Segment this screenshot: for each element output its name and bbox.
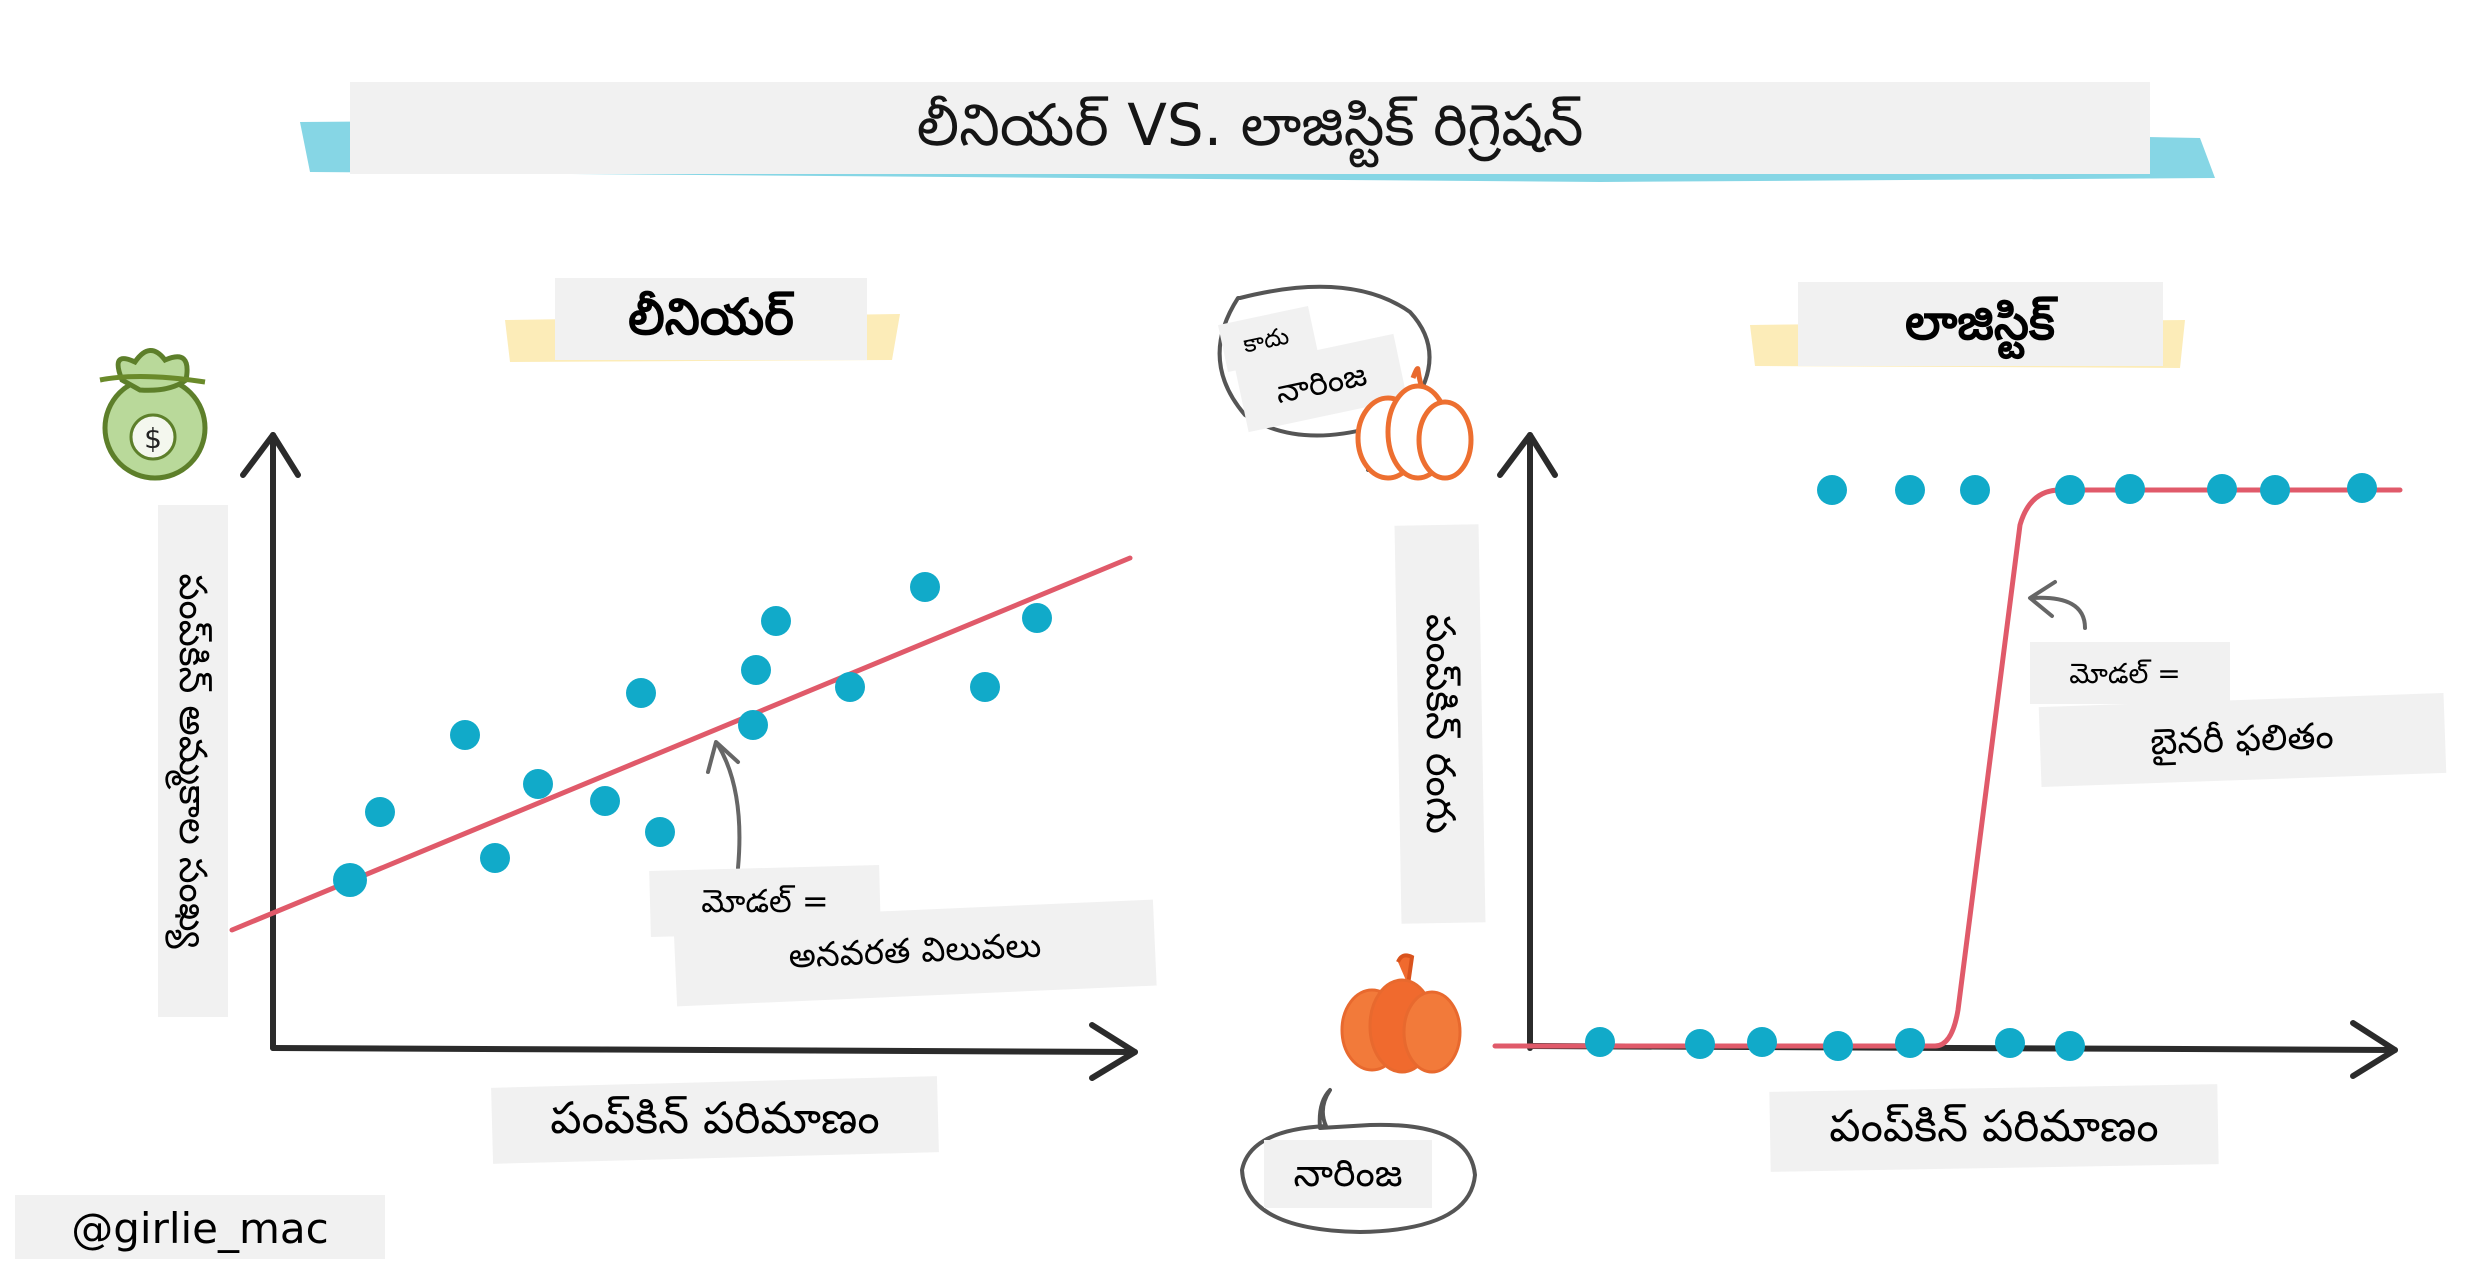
- logistic-data-point: [2115, 474, 2145, 504]
- logistic-data-point: [1895, 475, 1925, 505]
- linear-regression-line: [229, 555, 1133, 933]
- logistic-data-point: [1823, 1031, 1853, 1061]
- money-bag-icon: $: [99, 348, 208, 481]
- logistic-data-points: [1585, 473, 2377, 1061]
- credit-box: [15, 1195, 385, 1259]
- logistic-data-point: [1747, 1027, 1777, 1057]
- logistic-y-arrowhead: [1497, 432, 1558, 478]
- logistic-model-label: మోడల్ =: [2069, 657, 2181, 690]
- logistic-data-point: [1817, 475, 1847, 505]
- linear-heading-box: [555, 278, 867, 360]
- linear-data-point: [1022, 603, 1052, 633]
- logistic-x-arrowhead: [2350, 1020, 2398, 1079]
- linear-x-axis-label: పంప్‌కిన్ పరిమాణం: [550, 1093, 879, 1144]
- linear-data-point: [333, 863, 367, 897]
- logistic-model-value-box: [2038, 692, 2447, 788]
- white-pumpkin-icon: [1355, 366, 1474, 481]
- linear-data-point: [738, 710, 768, 740]
- linear-y-axis-label: పంప్‌కిన్ అమ్మకాల సంఖ్య: [165, 573, 215, 949]
- logistic-data-point: [2055, 475, 2085, 505]
- linear-data-point: [626, 678, 656, 708]
- linear-data-point: [741, 655, 771, 685]
- linear-data-points: [333, 572, 1052, 897]
- linear-pointer-arrowhead: [706, 740, 740, 774]
- logistic-pointer-arrowhead: [2028, 580, 2057, 618]
- linear-data-point: [835, 672, 865, 702]
- linear-data-point: [590, 786, 620, 816]
- linear-panel: లీనియర్ $ మోడల్ = అనవరత విలువలు: [99, 278, 1157, 1164]
- speech-bubble-orange: నారింజ: [1240, 1088, 1477, 1234]
- logistic-y-axis-label: పంప్‌కిన్ రంగు: [1417, 614, 1463, 834]
- linear-model-value-box: [673, 899, 1157, 1007]
- logistic-heading: లాజిస్టిక్: [1905, 293, 2059, 360]
- money-bag-symbol: $: [144, 422, 162, 455]
- linear-data-point: [523, 769, 553, 799]
- logistic-heading-box: [1798, 282, 2163, 366]
- logistic-x-axis-label: పంప్‌కిన్ పరిమాణం: [1829, 1101, 2158, 1152]
- linear-y-arrowhead: [240, 432, 301, 478]
- logistic-data-point: [2055, 1031, 2085, 1061]
- logistic-data-point: [1995, 1028, 2025, 1058]
- logistic-panel: లాజిస్టిక్ కాదు నారింజ: [1217, 282, 2447, 1234]
- logistic-data-point: [2260, 475, 2290, 505]
- orange-pumpkin-icon: [1340, 953, 1462, 1074]
- linear-data-point: [365, 797, 395, 827]
- logistic-sigmoid-curve: [1492, 487, 2403, 1049]
- title-banner: లీనియర్ VS. లాజిస్టిక్ రిగ్రెషన్: [300, 82, 2215, 182]
- linear-data-point: [761, 606, 791, 636]
- linear-data-point: [645, 817, 675, 847]
- logistic-x-label-box: [1769, 1084, 2219, 1172]
- logistic-data-point: [2347, 473, 2377, 503]
- linear-data-point: [970, 672, 1000, 702]
- linear-data-point: [910, 572, 940, 602]
- linear-model-label: మోడల్ =: [701, 882, 828, 920]
- linear-axes: [240, 432, 1138, 1081]
- logistic-data-point: [1685, 1029, 1715, 1059]
- logistic-data-point: [1960, 475, 1990, 505]
- diagram-title: లీనియర్ VS. లాజిస్టిక్ రిగ్రెషన్: [917, 91, 1584, 168]
- credit-handle: @girlie_mac: [71, 1204, 329, 1253]
- linear-x-arrowhead: [1089, 1022, 1138, 1081]
- logistic-data-point: [1895, 1028, 1925, 1058]
- linear-heading: లీనియర్: [628, 288, 794, 346]
- speech-bubble-not-orange: కాదు నారింజ: [1217, 284, 1432, 472]
- linear-model-pointer-arrow: [716, 743, 742, 870]
- title-box: [350, 82, 2150, 174]
- bubble-bottom-box: [1264, 1140, 1432, 1208]
- linear-data-point: [480, 843, 510, 873]
- bubble-top-large-box: [1234, 333, 1408, 433]
- logistic-y-label-box: [1394, 524, 1486, 924]
- linear-x-label-box: [491, 1076, 939, 1164]
- logistic-data-point: [1585, 1027, 1615, 1057]
- linear-data-point: [450, 720, 480, 750]
- bubble-bottom-text: నారింజ: [1293, 1151, 1402, 1195]
- logistic-data-point: [2207, 474, 2237, 504]
- linear-y-label-box: [158, 505, 228, 1017]
- logistic-model-pointer-arrow: [2030, 595, 2087, 630]
- logistic-model-label-box: [2030, 642, 2230, 704]
- linear-x-axis: [270, 1045, 1138, 1055]
- logistic-model-value: బైనరీ ఫలితం: [2150, 716, 2335, 766]
